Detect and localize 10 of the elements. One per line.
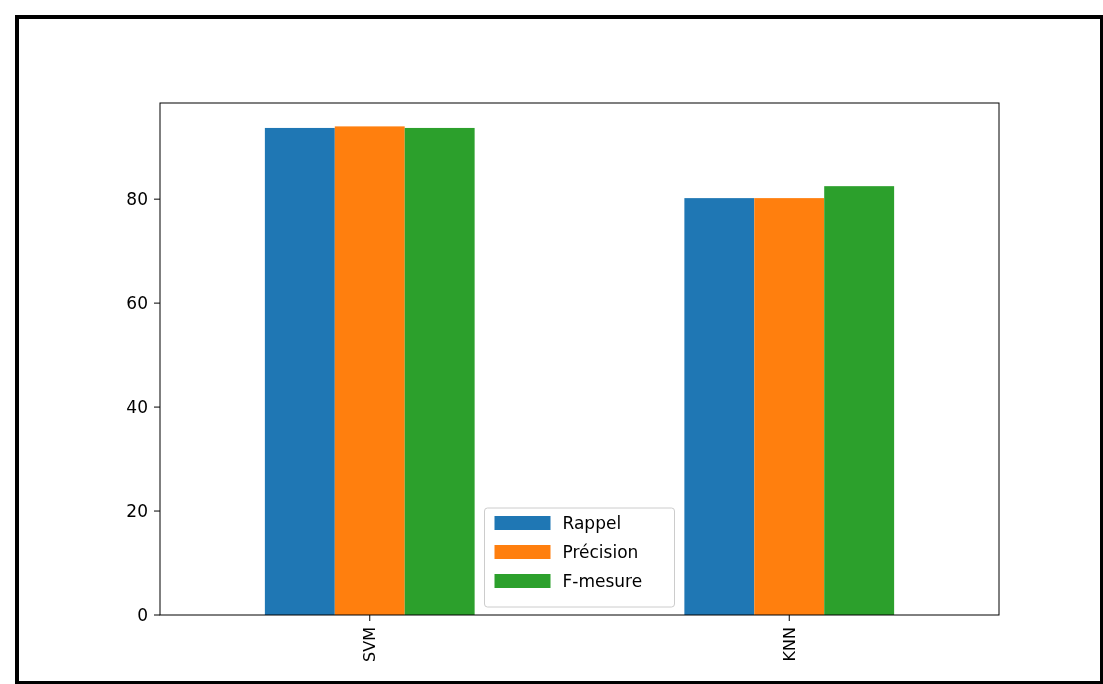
y-tick-label: 20 [126,500,148,521]
y-tick-label: 80 [126,189,148,210]
y-tick-label: 40 [126,397,148,418]
x-tick-label: SVM [360,627,380,662]
legend-label: Rappel [562,512,622,533]
legend-label: Précision [562,541,639,562]
x-tick-label: KNN [779,627,799,662]
legend-label: F-mesure [562,570,643,591]
y-tick-label: 60 [126,293,148,314]
y-tick-label: 0 [137,604,148,625]
